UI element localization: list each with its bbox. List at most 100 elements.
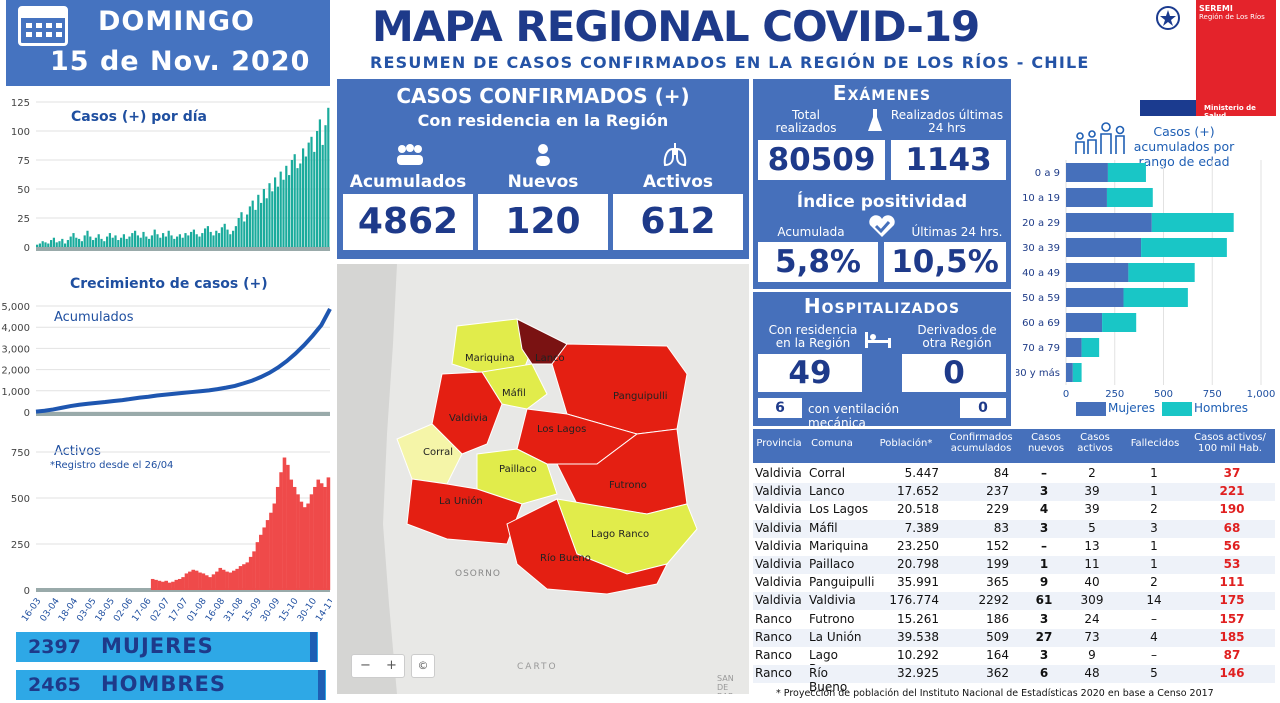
- table-cell: 309: [1080, 593, 1104, 608]
- positivity-acum-value: 5,8%: [758, 242, 878, 282]
- bar: [97, 234, 100, 247]
- age-label: 0 a 9: [1035, 168, 1060, 179]
- growth-chart-svg: 0 1,000 2,000 3,000 4,000 5,000: [1, 302, 332, 419]
- bar: [288, 175, 291, 247]
- table-cell: –: [1151, 611, 1157, 626]
- confirmed-subtitle: Con residencia en la Región: [417, 111, 669, 130]
- bar: [215, 230, 218, 247]
- bar: [221, 569, 226, 590]
- bar: [78, 238, 81, 247]
- bar: [324, 125, 327, 247]
- y-tick: 0: [24, 243, 30, 254]
- region-riobueno[interactable]: [506, 498, 668, 595]
- map-label: Valdivia: [449, 413, 488, 424]
- y-tick: 750: [11, 448, 30, 459]
- table-cell: 84: [993, 466, 1009, 480]
- map-label: Paillaco: [499, 464, 537, 475]
- table-cell: 5: [1150, 666, 1158, 681]
- vent-label: con ventilación mecánica: [808, 402, 900, 430]
- flask-icon: [868, 109, 882, 131]
- table-cell: 509: [986, 629, 1009, 644]
- attribution-button[interactable]: ©: [411, 654, 435, 678]
- bar: [100, 238, 103, 247]
- zoom-out-button[interactable]: −: [360, 658, 371, 673]
- growth-line: [35, 307, 332, 414]
- table-cell: 2: [1150, 575, 1158, 590]
- bar: [290, 160, 293, 247]
- bar: [265, 520, 270, 590]
- table-cell: Ranco: [755, 629, 792, 644]
- region-map[interactable]: Mariquina Lanco Máfil Panguipulli Valdiv…: [337, 264, 749, 694]
- bar: [310, 136, 313, 247]
- region-lanco[interactable]: [516, 318, 568, 365]
- bar: [255, 542, 260, 590]
- vent-other: 0: [960, 398, 1006, 418]
- table-cell: Paillaco: [809, 557, 855, 571]
- activos-label: Activos: [642, 172, 714, 192]
- legend-women: Mujeres: [1108, 401, 1155, 415]
- lungs-icon: [663, 143, 687, 167]
- bar: [174, 579, 179, 590]
- bar: [122, 234, 125, 247]
- table-cell: La Unión: [809, 629, 862, 644]
- bar: [50, 240, 53, 247]
- bar: [272, 503, 277, 590]
- bar-women: [1066, 238, 1142, 257]
- bar-women: [1066, 163, 1108, 182]
- bar: [66, 240, 69, 247]
- bar: [184, 233, 187, 247]
- bar-men: [1141, 238, 1227, 257]
- region-corral[interactable]: [396, 423, 463, 485]
- bar: [218, 233, 221, 247]
- bar: [198, 236, 201, 247]
- y-tick: 5,000: [1, 302, 30, 313]
- bar: [69, 236, 72, 247]
- table-cell: 190: [1219, 502, 1245, 517]
- positivity-acum-label: Acumulada: [777, 225, 845, 239]
- table-cell: 10.292: [897, 648, 939, 662]
- exams-total-label: Total realizados: [775, 108, 837, 135]
- y-tick: 4,000: [1, 323, 30, 334]
- day-label: DOMINGO: [98, 6, 255, 37]
- x-tick: 0: [1063, 389, 1069, 400]
- bar: [176, 236, 179, 247]
- table-cell: 37: [1223, 466, 1241, 480]
- page-subtitle: RESUMEN DE CASOS CONFIRMADOS EN LA REGIÓ…: [370, 53, 1090, 72]
- map-label: Lago Ranco: [591, 529, 650, 540]
- positivity-title: Índice positividad: [796, 192, 968, 212]
- table-row: Valdivia Panguipulli 35.991 365 9 40 2 111: [753, 574, 1275, 592]
- table-cell: 40: [1084, 575, 1100, 590]
- table-cell: 146: [1219, 666, 1245, 681]
- table-cell: 7.389: [904, 520, 939, 535]
- bar: [125, 238, 128, 247]
- table-cell: 221: [1219, 484, 1245, 499]
- bar: [286, 464, 290, 590]
- map-attribution: CARTO: [517, 662, 558, 672]
- bar: [225, 571, 229, 590]
- bar: [304, 156, 307, 247]
- table-cell: 185: [1219, 629, 1245, 644]
- bar: [316, 131, 319, 247]
- bar-men: [1151, 213, 1234, 232]
- bar: [306, 503, 310, 590]
- bar: [164, 236, 167, 247]
- bar: [131, 233, 134, 247]
- zoom-in-button[interactable]: +: [386, 658, 397, 673]
- bar: [316, 479, 321, 590]
- table-cell: 17.652: [897, 484, 939, 499]
- bar: [279, 171, 282, 247]
- table-cell: 237: [986, 484, 1009, 499]
- nuevos-value: 120: [478, 194, 608, 250]
- bar: [188, 571, 192, 590]
- logo-line1: SEREMI: [1199, 4, 1233, 13]
- bar: [170, 235, 173, 247]
- women-label: MUJERES: [101, 634, 214, 658]
- bar: [252, 551, 256, 590]
- table-cell: 176.774: [889, 593, 939, 608]
- legend-men: Hombres: [1194, 401, 1248, 415]
- exams-total-value: 80509: [758, 140, 885, 180]
- table-cell: Valdivia: [755, 593, 802, 608]
- bar: [156, 234, 159, 247]
- table-cell: 199: [986, 557, 1009, 571]
- date-label: 15 de Nov. 2020: [50, 46, 311, 77]
